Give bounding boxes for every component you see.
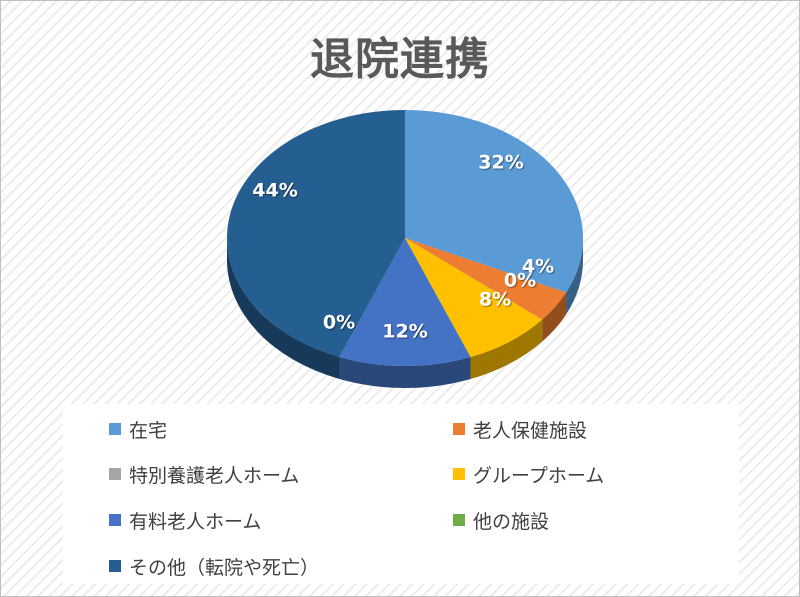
pie-slice-side-geriatric-health-facility [542, 292, 567, 342]
pie-slice-group-home [405, 238, 543, 358]
legend-swatch [453, 514, 465, 526]
pie-slice-side-group-home [470, 319, 543, 380]
legend-swatch [109, 514, 121, 526]
pie-slice-other [226, 110, 405, 358]
legend-label: 特別養護老人ホーム [129, 464, 300, 487]
legend-item-other-facility: 他の施設 [453, 507, 549, 533]
legend-swatch [109, 423, 121, 435]
pie-chart: 32%4%0%8%12%0%44% [226, 110, 583, 388]
legend-label: 有料老人ホーム [129, 510, 262, 533]
pie-label-geriatric-health-facility: 4% [522, 256, 554, 278]
pie-slice-side-home [566, 238, 583, 315]
chart-title: 退院連携 [310, 34, 490, 85]
legend-item-paid-nursing-home: 有料老人ホーム [109, 507, 261, 533]
legend: 在宅 老人保健施設 特別養護老人ホーム グループホーム 有料老人ホーム 他の施設… [63, 404, 739, 584]
legend-item-group-home: グループホーム [453, 461, 604, 487]
pie-label-other: 44% [252, 180, 297, 202]
pie-label-home: 32% [478, 152, 523, 174]
pie-label-group-home: 8% [479, 289, 511, 311]
pie-slice-side-other [227, 238, 340, 380]
pie-label-paid-nursing-home: 12% [382, 321, 427, 343]
legend-swatch [109, 468, 121, 480]
legend-label: 在宅 [129, 419, 168, 442]
legend-item-home: 在宅 [109, 416, 167, 442]
legend-item-geriatric-health-facility: 老人保健施設 [453, 416, 587, 442]
pie-slice-geriatric-health-facility [405, 238, 567, 320]
pie-slice-home [405, 110, 583, 293]
legend-swatch [109, 560, 121, 572]
pie-slice-side-paid-nursing-home [339, 357, 471, 388]
legend-item-other: その他（転院や死亡） [109, 553, 319, 579]
pie-label-other-facility: 0% [323, 312, 355, 334]
pie-slice-paid-nursing-home [339, 238, 471, 366]
legend-swatch [453, 468, 465, 480]
legend-label: その他（転院や死亡） [129, 556, 320, 579]
pie-label-special-nursing-home: 0% [504, 270, 536, 292]
legend-swatch [453, 423, 465, 435]
legend-label: 他の施設 [473, 510, 550, 533]
legend-item-special-nursing-home: 特別養護老人ホーム [109, 461, 299, 487]
legend-label: グループホーム [473, 464, 605, 487]
legend-label: 老人保健施設 [473, 419, 588, 442]
